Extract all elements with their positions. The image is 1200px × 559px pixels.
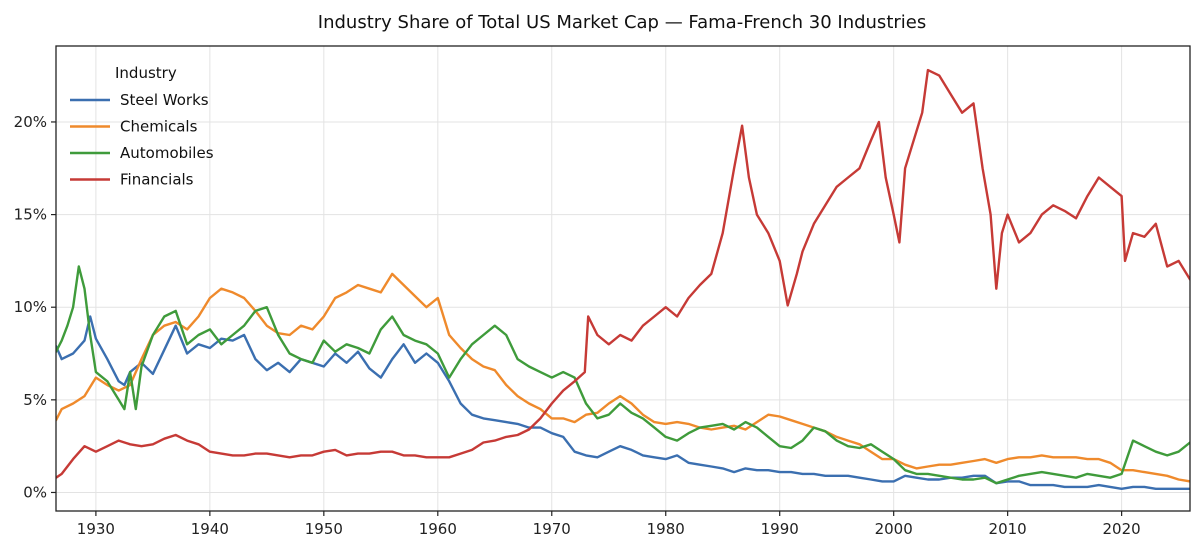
legend-title: Industry: [115, 64, 177, 82]
y-tick-label: 10%: [14, 298, 47, 316]
x-tick-label: 1970: [533, 520, 571, 538]
x-tick-label: 2010: [989, 520, 1027, 538]
legend-items: Steel Works Chemicals Automobiles Financial…: [70, 91, 214, 189]
x-tick-label: 1980: [647, 520, 685, 538]
series-financials: [56, 68, 1190, 479]
x-tick-label: 1950: [305, 520, 343, 538]
legend: Industry Steel Works Chemicals Automobiles…: [70, 64, 214, 189]
legend-label-financials: Financials: [120, 171, 194, 189]
series-automobiles: [56, 265, 1190, 485]
grid: [56, 46, 1190, 511]
legend-label-chemicals: Chemicals: [120, 118, 198, 136]
x-tick-label: 1990: [761, 520, 799, 538]
series-lines: [56, 68, 1190, 490]
axis-ticks: 1930 1940 1950 1960 1970 1980 1990 2000 2010 2020…: [14, 113, 1141, 538]
plot-frame: [55, 45, 1191, 512]
x-tick-label: 2020: [1103, 520, 1141, 538]
legend-label-automobiles: Automobiles: [120, 144, 214, 162]
x-tick-label: 1940: [191, 520, 229, 538]
legend-label-steel-works: Steel Works: [120, 91, 209, 109]
chart-title: Industry Share of Total US Market Cap — …: [318, 12, 926, 33]
y-tick-label: 20%: [14, 113, 47, 131]
y-tick-label: 5%: [23, 391, 47, 409]
y-tick-label: 0%: [23, 483, 47, 501]
x-tick-label: 1930: [77, 520, 115, 538]
y-tick-label: 15%: [14, 206, 47, 224]
x-tick-label: 2000: [875, 520, 913, 538]
series-chemicals: [56, 272, 1190, 483]
x-tick-label: 1960: [419, 520, 457, 538]
